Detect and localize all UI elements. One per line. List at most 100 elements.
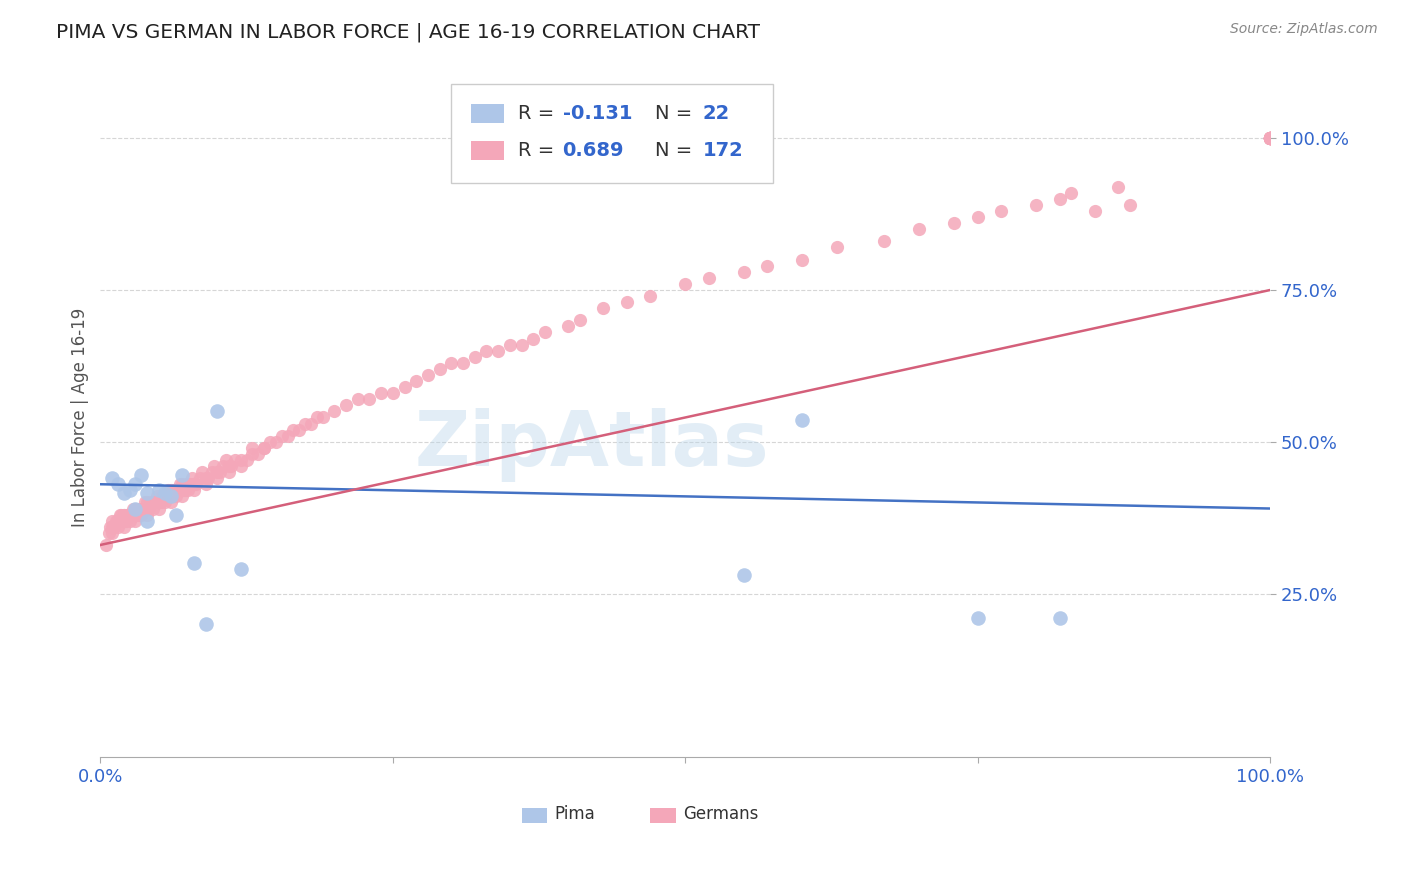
Point [756,259,779,273]
Point [381,386,404,401]
Point [172,489,194,503]
Point [148,495,170,509]
Point [264,434,287,449]
Point [370,386,392,401]
Point [128,501,150,516]
Point [207,404,229,418]
Point [101,471,124,485]
Point [101,514,124,528]
Point [1260,131,1282,145]
Point [288,423,311,437]
Point [673,277,696,291]
FancyBboxPatch shape [651,808,676,822]
Point [486,343,509,358]
Point [311,410,333,425]
Point [247,447,270,461]
Point [172,468,194,483]
Point [180,471,202,485]
Point [167,483,190,498]
Point [1084,204,1107,219]
Point [640,289,662,303]
Point [173,483,195,498]
Point [159,489,181,503]
Point [242,441,264,455]
Point [1260,131,1282,145]
Point [510,337,533,351]
FancyBboxPatch shape [471,141,503,160]
Point [165,508,187,522]
Point [101,520,124,534]
Point [124,508,146,522]
Point [112,486,135,500]
Point [208,465,231,479]
Point [101,525,124,540]
Point [242,447,264,461]
Point [103,520,125,534]
FancyBboxPatch shape [451,84,773,183]
Point [1119,198,1142,212]
Point [136,514,159,528]
Point [172,477,194,491]
Text: Germans: Germans [683,805,758,823]
Y-axis label: In Labor Force | Age 16-19: In Labor Force | Age 16-19 [72,308,89,527]
Point [150,489,173,503]
Point [323,404,346,418]
Point [429,362,451,376]
Point [207,471,229,485]
Point [592,301,614,315]
Point [188,471,211,485]
Point [1260,131,1282,145]
Point [107,520,129,534]
Point [194,616,217,631]
Point [156,489,179,503]
Point [990,204,1012,219]
Point [733,265,755,279]
Point [1260,131,1282,145]
Point [733,568,755,582]
Point [697,270,720,285]
Point [277,428,299,442]
Point [1049,611,1071,625]
Point [163,483,186,498]
Point [1260,131,1282,145]
Point [115,514,138,528]
Point [221,458,243,473]
Point [522,332,544,346]
Text: -0.131: -0.131 [562,104,633,123]
Point [270,428,292,442]
Point [122,501,145,516]
Point [124,501,146,516]
Point [202,458,225,473]
Point [967,210,990,224]
Point [183,477,205,491]
Point [177,477,200,491]
Point [107,514,129,528]
Point [346,392,368,407]
Point [145,489,167,503]
Point [475,343,498,358]
Point [1260,131,1282,145]
Point [229,562,252,576]
Point [112,508,135,522]
Point [121,508,143,522]
Point [191,465,214,479]
Text: N =: N = [655,104,699,123]
Point [153,486,176,500]
Point [124,501,146,516]
Point [616,295,638,310]
Point [827,240,849,254]
Point [235,453,257,467]
Point [224,453,246,467]
Point [1107,179,1129,194]
Point [1260,131,1282,145]
Point [1260,131,1282,145]
Point [416,368,439,382]
Point [148,483,170,498]
Point [98,520,121,534]
Point [107,477,129,491]
Point [557,319,579,334]
Point [127,508,149,522]
Point [1260,131,1282,145]
Point [159,489,181,503]
Point [183,556,205,570]
